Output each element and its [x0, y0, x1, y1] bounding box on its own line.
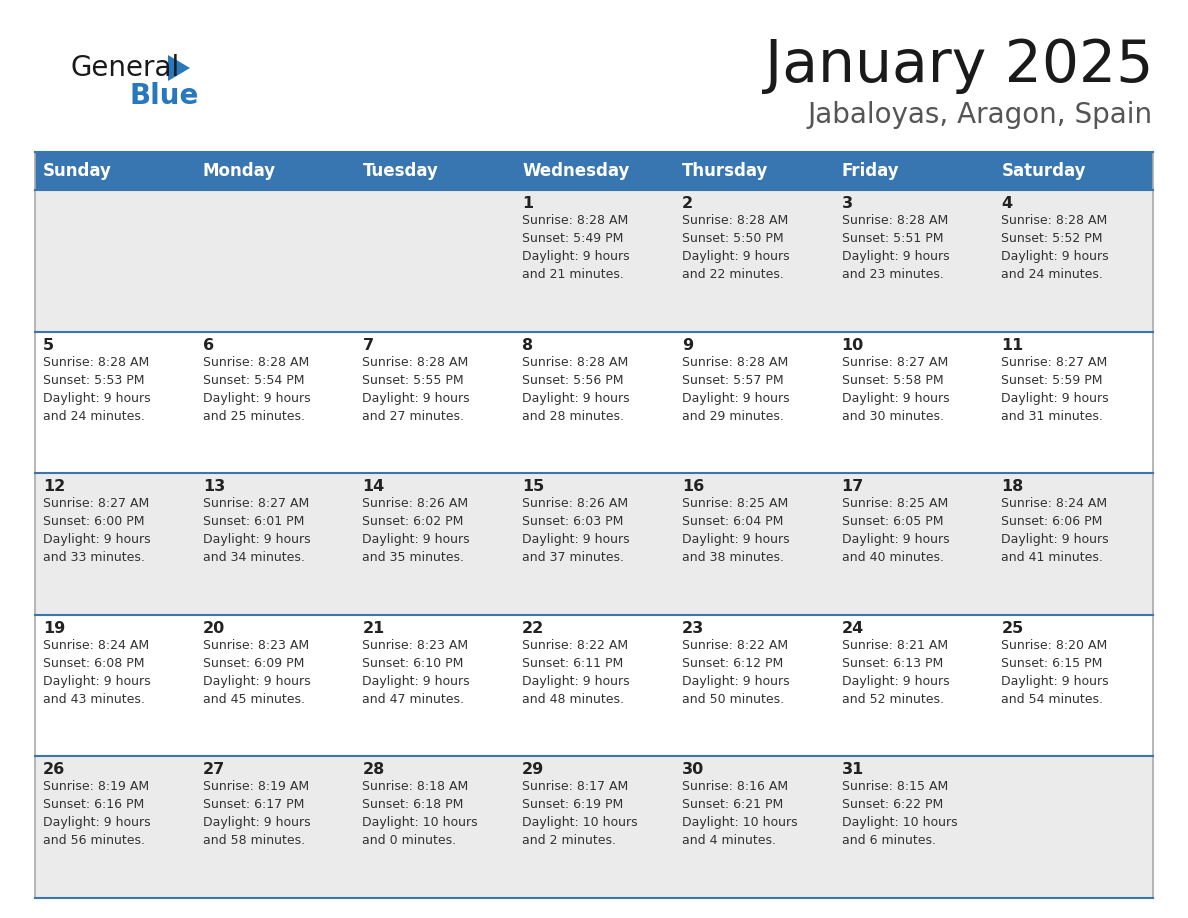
Text: 8: 8 [523, 338, 533, 353]
Text: 5: 5 [43, 338, 55, 353]
Text: Sunrise: 8:18 AM
Sunset: 6:18 PM
Daylight: 10 hours
and 0 minutes.: Sunrise: 8:18 AM Sunset: 6:18 PM Dayligh… [362, 780, 478, 847]
Text: Sunday: Sunday [43, 162, 112, 180]
Text: Sunrise: 8:26 AM
Sunset: 6:02 PM
Daylight: 9 hours
and 35 minutes.: Sunrise: 8:26 AM Sunset: 6:02 PM Dayligh… [362, 498, 470, 565]
Text: 17: 17 [841, 479, 864, 494]
Text: Sunrise: 8:28 AM
Sunset: 5:54 PM
Daylight: 9 hours
and 25 minutes.: Sunrise: 8:28 AM Sunset: 5:54 PM Dayligh… [203, 355, 310, 422]
Text: 9: 9 [682, 338, 693, 353]
Text: Sunrise: 8:27 AM
Sunset: 5:59 PM
Daylight: 9 hours
and 31 minutes.: Sunrise: 8:27 AM Sunset: 5:59 PM Dayligh… [1001, 355, 1108, 422]
Text: Sunrise: 8:22 AM
Sunset: 6:12 PM
Daylight: 9 hours
and 50 minutes.: Sunrise: 8:22 AM Sunset: 6:12 PM Dayligh… [682, 639, 790, 706]
Text: Sunrise: 8:24 AM
Sunset: 6:08 PM
Daylight: 9 hours
and 43 minutes.: Sunrise: 8:24 AM Sunset: 6:08 PM Dayligh… [43, 639, 151, 706]
Text: Sunrise: 8:22 AM
Sunset: 6:11 PM
Daylight: 9 hours
and 48 minutes.: Sunrise: 8:22 AM Sunset: 6:11 PM Dayligh… [523, 639, 630, 706]
Text: Sunrise: 8:16 AM
Sunset: 6:21 PM
Daylight: 10 hours
and 4 minutes.: Sunrise: 8:16 AM Sunset: 6:21 PM Dayligh… [682, 780, 797, 847]
Text: Sunrise: 8:24 AM
Sunset: 6:06 PM
Daylight: 9 hours
and 41 minutes.: Sunrise: 8:24 AM Sunset: 6:06 PM Dayligh… [1001, 498, 1108, 565]
Text: 20: 20 [203, 621, 225, 636]
Text: 10: 10 [841, 338, 864, 353]
Text: 31: 31 [841, 763, 864, 778]
Text: Sunrise: 8:19 AM
Sunset: 6:16 PM
Daylight: 9 hours
and 56 minutes.: Sunrise: 8:19 AM Sunset: 6:16 PM Dayligh… [43, 780, 151, 847]
Text: 2: 2 [682, 196, 693, 211]
Text: Sunrise: 8:28 AM
Sunset: 5:51 PM
Daylight: 9 hours
and 23 minutes.: Sunrise: 8:28 AM Sunset: 5:51 PM Dayligh… [841, 214, 949, 281]
Text: 3: 3 [841, 196, 853, 211]
Text: 26: 26 [43, 763, 65, 778]
Text: Sunrise: 8:26 AM
Sunset: 6:03 PM
Daylight: 9 hours
and 37 minutes.: Sunrise: 8:26 AM Sunset: 6:03 PM Dayligh… [523, 498, 630, 565]
Text: 12: 12 [43, 479, 65, 494]
Text: January 2025: January 2025 [765, 37, 1154, 94]
Text: 18: 18 [1001, 479, 1024, 494]
Text: 25: 25 [1001, 621, 1024, 636]
Text: Sunrise: 8:25 AM
Sunset: 6:04 PM
Daylight: 9 hours
and 38 minutes.: Sunrise: 8:25 AM Sunset: 6:04 PM Dayligh… [682, 498, 790, 565]
Bar [34, 152, 1154, 190]
Text: Sunrise: 8:20 AM
Sunset: 6:15 PM
Daylight: 9 hours
and 54 minutes.: Sunrise: 8:20 AM Sunset: 6:15 PM Dayligh… [1001, 639, 1108, 706]
Bar [34, 190, 1154, 331]
Bar [34, 756, 1154, 898]
Text: 13: 13 [203, 479, 225, 494]
Text: Sunrise: 8:28 AM
Sunset: 5:56 PM
Daylight: 9 hours
and 28 minutes.: Sunrise: 8:28 AM Sunset: 5:56 PM Dayligh… [523, 355, 630, 422]
Text: 19: 19 [43, 621, 65, 636]
Polygon shape [168, 55, 190, 81]
Text: Sunrise: 8:28 AM
Sunset: 5:53 PM
Daylight: 9 hours
and 24 minutes.: Sunrise: 8:28 AM Sunset: 5:53 PM Dayligh… [43, 355, 151, 422]
Text: Sunrise: 8:28 AM
Sunset: 5:49 PM
Daylight: 9 hours
and 21 minutes.: Sunrise: 8:28 AM Sunset: 5:49 PM Dayligh… [523, 214, 630, 281]
Text: Sunrise: 8:23 AM
Sunset: 6:09 PM
Daylight: 9 hours
and 45 minutes.: Sunrise: 8:23 AM Sunset: 6:09 PM Dayligh… [203, 639, 310, 706]
Text: Tuesday: Tuesday [362, 162, 438, 180]
Bar [34, 331, 1154, 473]
Text: 27: 27 [203, 763, 225, 778]
Text: 7: 7 [362, 338, 373, 353]
Text: 4: 4 [1001, 196, 1012, 211]
Text: Sunrise: 8:27 AM
Sunset: 6:00 PM
Daylight: 9 hours
and 33 minutes.: Sunrise: 8:27 AM Sunset: 6:00 PM Dayligh… [43, 498, 151, 565]
Bar [34, 152, 1154, 898]
Text: 22: 22 [523, 621, 544, 636]
Text: 6: 6 [203, 338, 214, 353]
Text: Jabaloyas, Aragon, Spain: Jabaloyas, Aragon, Spain [808, 101, 1154, 129]
Text: Sunrise: 8:28 AM
Sunset: 5:50 PM
Daylight: 9 hours
and 22 minutes.: Sunrise: 8:28 AM Sunset: 5:50 PM Dayligh… [682, 214, 790, 281]
Text: 29: 29 [523, 763, 544, 778]
Text: Friday: Friday [841, 162, 899, 180]
Text: Thursday: Thursday [682, 162, 769, 180]
Text: 15: 15 [523, 479, 544, 494]
Text: Sunrise: 8:25 AM
Sunset: 6:05 PM
Daylight: 9 hours
and 40 minutes.: Sunrise: 8:25 AM Sunset: 6:05 PM Dayligh… [841, 498, 949, 565]
Text: Sunrise: 8:28 AM
Sunset: 5:52 PM
Daylight: 9 hours
and 24 minutes.: Sunrise: 8:28 AM Sunset: 5:52 PM Dayligh… [1001, 214, 1108, 281]
Text: 14: 14 [362, 479, 385, 494]
Text: 23: 23 [682, 621, 704, 636]
Text: Sunrise: 8:28 AM
Sunset: 5:55 PM
Daylight: 9 hours
and 27 minutes.: Sunrise: 8:28 AM Sunset: 5:55 PM Dayligh… [362, 355, 470, 422]
Text: 28: 28 [362, 763, 385, 778]
Text: 21: 21 [362, 621, 385, 636]
Text: 11: 11 [1001, 338, 1024, 353]
Text: Sunrise: 8:27 AM
Sunset: 5:58 PM
Daylight: 9 hours
and 30 minutes.: Sunrise: 8:27 AM Sunset: 5:58 PM Dayligh… [841, 355, 949, 422]
Text: Wednesday: Wednesday [523, 162, 630, 180]
Text: Sunrise: 8:17 AM
Sunset: 6:19 PM
Daylight: 10 hours
and 2 minutes.: Sunrise: 8:17 AM Sunset: 6:19 PM Dayligh… [523, 780, 638, 847]
Text: 16: 16 [682, 479, 704, 494]
Text: Blue: Blue [129, 82, 200, 110]
Text: 30: 30 [682, 763, 704, 778]
Text: Sunrise: 8:15 AM
Sunset: 6:22 PM
Daylight: 10 hours
and 6 minutes.: Sunrise: 8:15 AM Sunset: 6:22 PM Dayligh… [841, 780, 958, 847]
Text: Saturday: Saturday [1001, 162, 1086, 180]
Text: Sunrise: 8:28 AM
Sunset: 5:57 PM
Daylight: 9 hours
and 29 minutes.: Sunrise: 8:28 AM Sunset: 5:57 PM Dayligh… [682, 355, 790, 422]
Text: 24: 24 [841, 621, 864, 636]
Text: Sunrise: 8:21 AM
Sunset: 6:13 PM
Daylight: 9 hours
and 52 minutes.: Sunrise: 8:21 AM Sunset: 6:13 PM Dayligh… [841, 639, 949, 706]
Text: General: General [70, 54, 179, 82]
Text: Sunrise: 8:19 AM
Sunset: 6:17 PM
Daylight: 9 hours
and 58 minutes.: Sunrise: 8:19 AM Sunset: 6:17 PM Dayligh… [203, 780, 310, 847]
Bar [34, 615, 1154, 756]
Text: Sunrise: 8:23 AM
Sunset: 6:10 PM
Daylight: 9 hours
and 47 minutes.: Sunrise: 8:23 AM Sunset: 6:10 PM Dayligh… [362, 639, 470, 706]
Bar [34, 473, 1154, 615]
Text: Sunrise: 8:27 AM
Sunset: 6:01 PM
Daylight: 9 hours
and 34 minutes.: Sunrise: 8:27 AM Sunset: 6:01 PM Dayligh… [203, 498, 310, 565]
Text: Monday: Monday [203, 162, 276, 180]
Text: 1: 1 [523, 196, 533, 211]
